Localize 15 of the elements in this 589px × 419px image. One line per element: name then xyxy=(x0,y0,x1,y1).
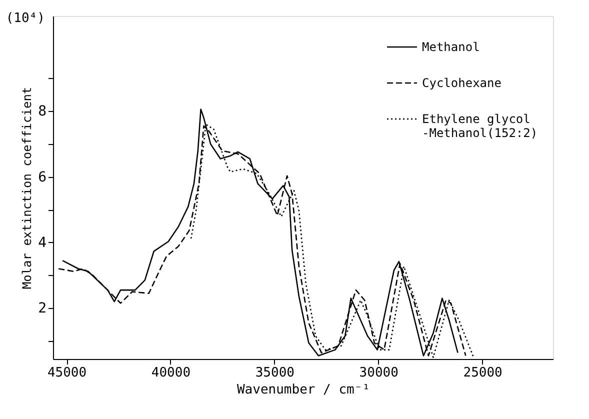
y-tick-label: 6 xyxy=(38,169,46,186)
x-tick-label: 40000 xyxy=(151,366,191,380)
legend-label: Ethylene glycol -Methanol(152:2) xyxy=(422,112,538,140)
x-tick-label: 30000 xyxy=(359,366,398,380)
x-tick-label: 35000 xyxy=(255,366,294,380)
y-axis-title: Molar extinction coefficient xyxy=(20,86,34,290)
x-tick-label: 25000 xyxy=(463,366,502,380)
x-axis-title: Wavenumber / cm⁻¹ xyxy=(236,382,370,398)
text: (10⁴) xyxy=(6,11,45,26)
legend-label: Cyclohexane xyxy=(422,76,502,90)
y-tick-label: 4 xyxy=(38,234,46,251)
legend-label: Methanol xyxy=(422,40,480,54)
x-tick-label: 45000 xyxy=(47,366,87,380)
y-tick-label: 8 xyxy=(38,104,46,120)
y-tick-label: 2 xyxy=(38,300,46,317)
